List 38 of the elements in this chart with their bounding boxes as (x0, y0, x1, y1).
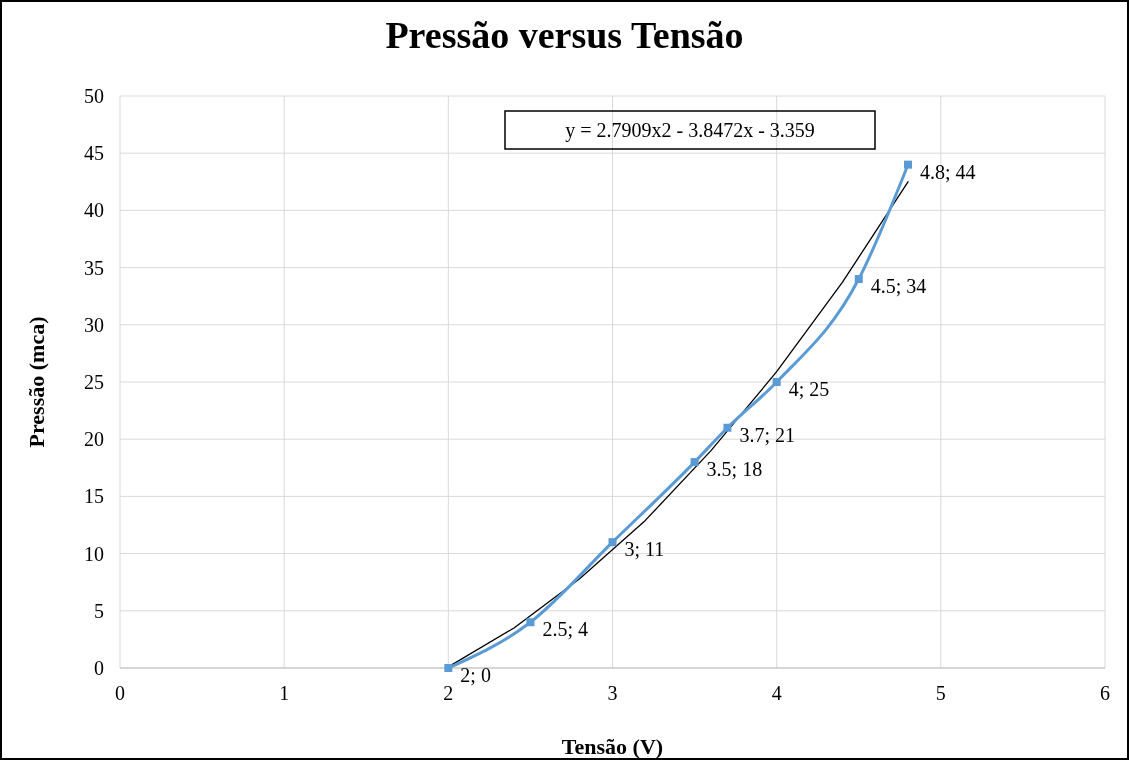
data-label: 4.5; 34 (870, 275, 927, 298)
annotation: y = 2.7909x2 - 3.8472x - 3.359 (565, 119, 815, 142)
point (904, 160, 912, 169)
point (526, 618, 535, 627)
chart-title: Pressão versus Tensão (385, 14, 744, 56)
y-axis-title: Pressão (mca) (24, 316, 49, 448)
data-label: 2; 0 (460, 664, 491, 686)
x-tick-label: 6 (1100, 682, 1110, 704)
y-tick-label: 20 (84, 428, 104, 451)
point (854, 275, 863, 284)
y-tick-label: 15 (84, 485, 104, 508)
x-tick-label: 2 (443, 682, 454, 704)
point (608, 538, 617, 547)
point (723, 423, 732, 432)
data-label: 3.7; 21 (739, 423, 795, 446)
point (772, 378, 781, 386)
point (690, 458, 699, 467)
data-label: 2.5; 4 (542, 618, 588, 641)
data-label: 3; 11 (624, 538, 665, 561)
x-tick-label: 1 (279, 682, 290, 704)
y-tick-label: 50 (84, 85, 104, 107)
y-tick-label: 10 (84, 542, 104, 565)
y-tick-label: 5 (94, 599, 104, 622)
x-tick-label: 5 (935, 682, 946, 704)
y-tick-label: 0 (94, 657, 104, 679)
x-tick-label: 3 (607, 682, 618, 704)
y-tick-label: 35 (84, 256, 104, 279)
y-tick-label: 45 (84, 142, 104, 165)
data-label: 4.8; 44 (920, 160, 976, 183)
x-tick-label: 4 (771, 682, 782, 704)
x-axis-title: Tensão (V) (561, 734, 664, 759)
data-label: 4; 25 (788, 378, 830, 400)
x-tick-label: 0 (115, 682, 125, 704)
y-tick-label: 30 (84, 313, 104, 336)
y-tick-label: 25 (84, 371, 104, 393)
data-label: 3.5; 18 (706, 458, 763, 481)
y-tick-label: 40 (84, 199, 104, 222)
point (444, 664, 453, 672)
